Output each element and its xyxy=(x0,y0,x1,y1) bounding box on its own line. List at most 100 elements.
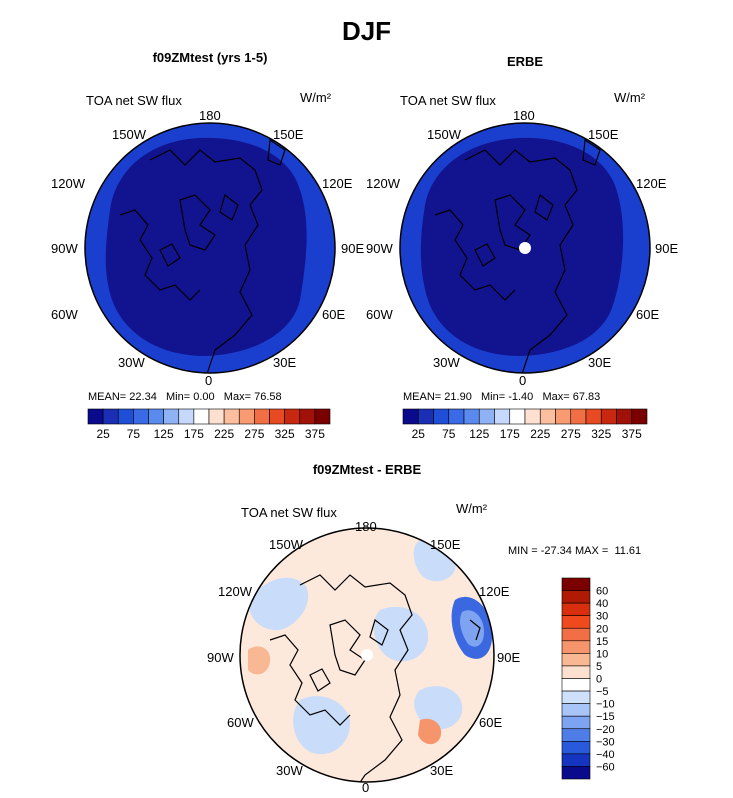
panel3-colorbar-swatch xyxy=(561,640,591,654)
panel1-map xyxy=(84,122,336,374)
panel1-min: 0.00 xyxy=(193,391,215,403)
panel2-stats: MEAN= 21.90 Min= -1.40 Max= 67.83 xyxy=(403,391,601,403)
panel3-title: f09ZMtest - ERBE xyxy=(312,462,422,477)
panel3-lon-120e: 120E xyxy=(479,584,510,599)
panel1-variable-label: TOA net SW flux xyxy=(86,93,182,108)
panel1-lon-60e: 60E xyxy=(322,307,346,322)
panel2-colorbar-tick: 325 xyxy=(591,427,611,441)
panel3-lon-180: 180 xyxy=(355,519,377,534)
panel3-colorbar-tick: −5 xyxy=(596,686,609,698)
panel3-colorbar-tick: 15 xyxy=(596,636,608,648)
panel1-colorbar-swatch xyxy=(269,408,285,425)
panel1-lon-0: 0 xyxy=(205,373,213,388)
panel2-lon-120w: 120W xyxy=(366,176,400,191)
panel3-colorbar-tick: −30 xyxy=(596,736,615,748)
panel1-lon-120e: 120E xyxy=(322,176,353,191)
panel3-lon-150e: 150E xyxy=(430,537,461,552)
panel3-colorbar-swatch xyxy=(561,627,591,642)
panel3-negative-patch-2 xyxy=(293,696,351,755)
panel3-colorbar-tick: 5 xyxy=(596,661,602,673)
panel1-colorbar: 25 75 125 175 225 275 325 375 xyxy=(87,408,331,441)
panel2-lon-60e: 60E xyxy=(636,307,660,322)
panel2-title: ERBE xyxy=(506,54,544,69)
panel1-colorbar-swatch xyxy=(284,408,301,425)
panel3-stats: MIN = -27.34 MAX = 11.61 xyxy=(508,545,642,557)
panel2-missing-pole xyxy=(519,242,531,254)
panel3-colorbar-tick: −60 xyxy=(596,761,615,773)
panel3-colorbar-swatch xyxy=(561,615,591,629)
panel1-mean: 22.34 xyxy=(129,391,157,403)
panel1-colorbar-tick: 275 xyxy=(244,427,264,441)
panel3-colorbar-tick: −20 xyxy=(596,724,615,736)
panel3-colorbar-tick: −10 xyxy=(596,699,615,711)
panel3-variable-label: TOA net SW flux xyxy=(241,505,337,520)
panel1-lon-90e: 90E xyxy=(341,241,365,256)
panel1-colorbar-swatch xyxy=(117,408,134,425)
panel2-colorbar-tick: 275 xyxy=(561,427,581,441)
panel1-colorbar-swatch xyxy=(133,408,149,425)
panel1-colorbar-tick: 225 xyxy=(214,427,234,441)
panel3-colorbar-swatch xyxy=(561,703,591,717)
panel2-colorbar-swatch xyxy=(402,408,419,425)
figure-title: DJF xyxy=(341,16,392,46)
panel3-colorbar-swatch xyxy=(561,590,591,604)
panel2-colorbar-tick: 125 xyxy=(469,427,489,441)
panel1-colorbar-swatch xyxy=(314,408,331,425)
panel3-colorbar-swatch xyxy=(561,653,591,667)
panel2-units-label: W/m² xyxy=(614,90,646,105)
panel3-positive-patch xyxy=(248,646,271,675)
panel3-colorbar-swatch xyxy=(561,728,591,742)
panel2-colorbar-swatch xyxy=(433,408,450,425)
panel1-max: 76.58 xyxy=(254,391,282,403)
panel2-lon-60w: 60W xyxy=(366,307,393,322)
panel3-moderate-negative xyxy=(460,610,484,647)
panel1-colorbar-tick: 25 xyxy=(96,427,110,441)
panel3-units-label: W/m² xyxy=(456,501,488,516)
panel3-lon-90e: 90E xyxy=(497,650,521,665)
panel2-colorbar-swatch xyxy=(570,408,587,425)
panel2-lon-150e: 150E xyxy=(588,127,619,142)
panel1-stats: MEAN= 22.34 Min= 0.00 Max= 76.58 xyxy=(88,391,282,403)
panel2-colorbar-swatch xyxy=(494,408,511,425)
panel2-colorbar-tick: 75 xyxy=(442,427,456,441)
panel2-min: -1.40 xyxy=(508,391,534,403)
panel1-colorbar-swatch xyxy=(238,408,255,425)
panel2-lon-90e: 90E xyxy=(655,241,679,256)
panel2-colorbar-swatch xyxy=(524,408,541,425)
panel2-lon-90w: 90W xyxy=(366,241,393,256)
panel3-min: -27.34 xyxy=(540,545,572,557)
panel1-land-outline xyxy=(119,138,286,373)
panel3-lon-90w: 90W xyxy=(207,650,234,665)
panel2-colorbar-swatch xyxy=(631,408,648,425)
panel1-colorbar-tick: 75 xyxy=(127,427,141,441)
panel2-colorbar: 25 75 125 175 225 275 325 375 xyxy=(402,408,648,441)
panel3-lon-60w: 60W xyxy=(227,715,254,730)
panel3-lon-150w: 150W xyxy=(269,537,303,552)
panel1-colorbar-swatch xyxy=(193,408,210,425)
panel3-colorbar-tick: 10 xyxy=(596,648,608,660)
panel3-map xyxy=(239,527,495,783)
panel2-colorbar-tick: 225 xyxy=(530,427,550,441)
panel2-colorbar-swatch xyxy=(463,408,480,425)
panel1-lon-60w: 60W xyxy=(51,307,78,322)
panel2-lon-30e: 30E xyxy=(588,355,612,370)
panel3-colorbar-swatch xyxy=(561,602,591,616)
panel3-positive-patch-2 xyxy=(418,718,442,745)
panel1-colorbar-swatch xyxy=(208,408,225,425)
panel3-colorbar-swatch xyxy=(561,678,591,692)
panel1-colorbar-swatch xyxy=(223,408,240,425)
panel2-lon-0: 0 xyxy=(519,373,527,388)
panel2-mean: 21.90 xyxy=(444,391,472,403)
panel3-colorbar-swatch xyxy=(561,741,591,755)
panel1-lon-120w: 120W xyxy=(51,176,85,191)
panel2-max: 67.83 xyxy=(572,391,601,403)
panel1-colorbar-swatch xyxy=(87,408,104,425)
panel3-colorbar-tick: −15 xyxy=(596,711,615,723)
panel3-colorbar-swatch xyxy=(561,715,591,730)
panel3-lon-120w: 120W xyxy=(218,584,252,599)
panel1-colorbar-tick: 325 xyxy=(275,427,295,441)
panel3-colorbar-tick: 40 xyxy=(596,598,608,610)
panel2-lon-30w: 30W xyxy=(433,355,460,370)
panel3-negative-patch-1 xyxy=(249,577,309,631)
